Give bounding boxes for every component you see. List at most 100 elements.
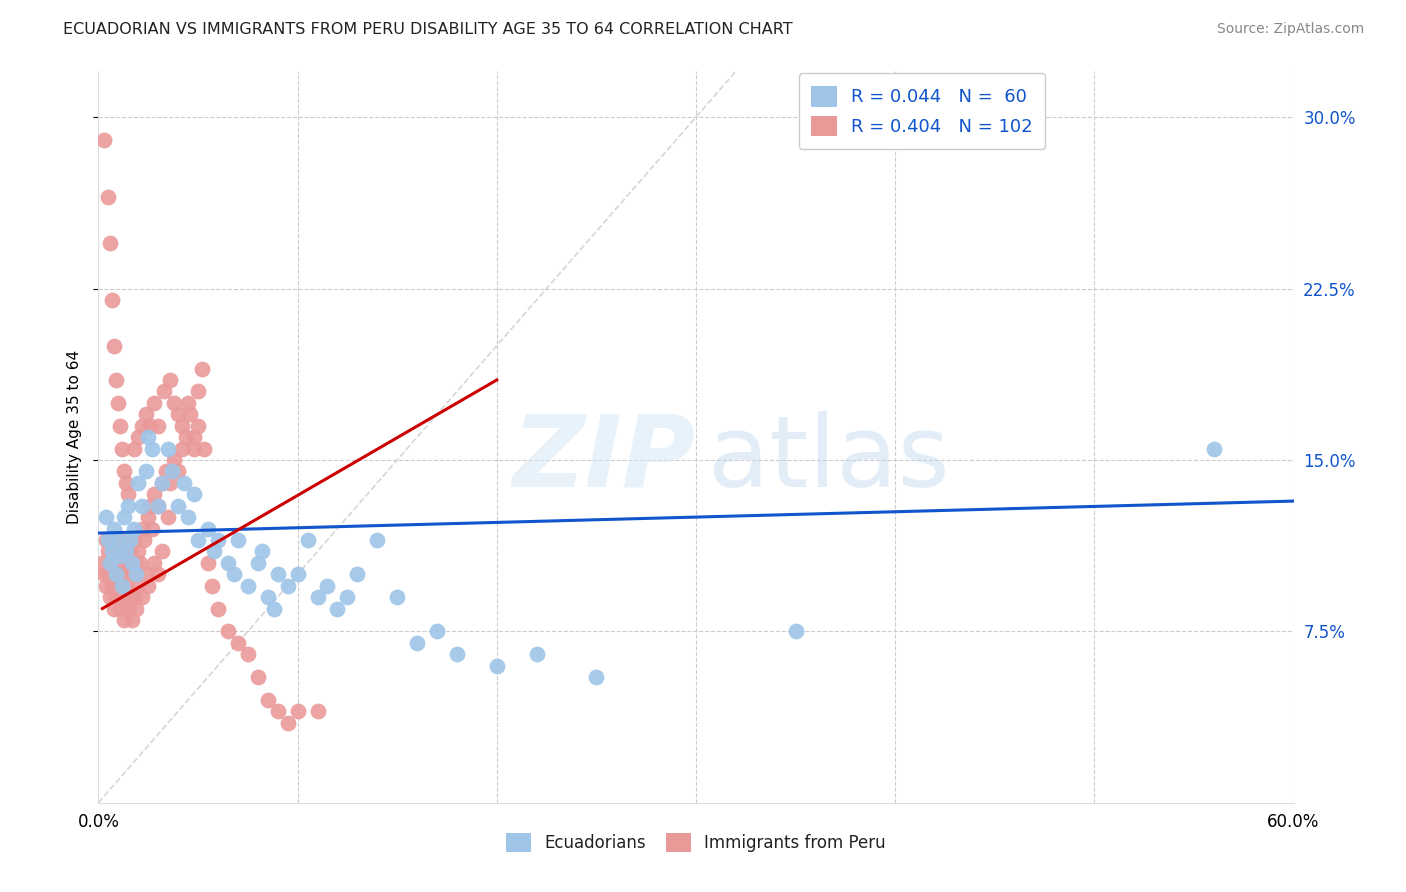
Point	[157, 510, 180, 524]
Point	[117, 499, 139, 513]
Point	[139, 499, 162, 513]
Point	[222, 567, 245, 582]
Point	[125, 601, 148, 615]
Point	[148, 499, 170, 513]
Point	[120, 533, 142, 547]
Point	[103, 601, 125, 615]
Point	[148, 567, 170, 582]
Point	[256, 590, 278, 604]
Point	[526, 647, 548, 661]
Point	[446, 647, 468, 661]
Point	[193, 442, 215, 456]
Point	[307, 705, 329, 719]
Text: atlas: atlas	[709, 410, 949, 508]
Point	[346, 567, 368, 582]
Point	[256, 693, 278, 707]
Point	[150, 475, 173, 490]
Point	[117, 556, 139, 570]
Point	[172, 418, 194, 433]
Point	[316, 579, 339, 593]
Point	[183, 487, 205, 501]
Point	[121, 556, 143, 570]
Point	[96, 510, 118, 524]
Point	[127, 579, 149, 593]
Point	[287, 705, 309, 719]
Point	[96, 533, 118, 547]
Point	[91, 556, 114, 570]
Point	[103, 338, 125, 352]
Point	[117, 601, 139, 615]
Point	[107, 533, 129, 547]
Point	[150, 544, 173, 558]
Point	[135, 464, 157, 478]
Point	[120, 544, 142, 558]
Point	[135, 407, 157, 421]
Point	[120, 590, 142, 604]
Point	[98, 235, 122, 250]
Point	[226, 533, 249, 547]
Point	[97, 544, 120, 558]
Point	[127, 475, 149, 490]
Point	[136, 510, 159, 524]
Point	[163, 453, 186, 467]
Point	[485, 658, 508, 673]
Point	[197, 556, 219, 570]
Point	[207, 533, 229, 547]
Text: ECUADORIAN VS IMMIGRANTS FROM PERU DISABILITY AGE 35 TO 64 CORRELATION CHART: ECUADORIAN VS IMMIGRANTS FROM PERU DISAB…	[63, 22, 793, 37]
Point	[1202, 442, 1225, 456]
Point	[127, 430, 149, 444]
Point	[366, 533, 388, 547]
Point	[141, 442, 163, 456]
Point	[129, 556, 152, 570]
Point	[110, 549, 132, 563]
Point	[250, 544, 273, 558]
Point	[107, 579, 129, 593]
Point	[115, 544, 138, 558]
Point	[97, 567, 120, 582]
Point	[97, 533, 120, 547]
Point	[153, 384, 176, 399]
Point	[585, 670, 607, 684]
Point	[143, 487, 166, 501]
Point	[159, 373, 181, 387]
Point	[98, 556, 122, 570]
Point	[246, 556, 269, 570]
Point	[217, 556, 239, 570]
Y-axis label: Disability Age 35 to 64: Disability Age 35 to 64	[67, 350, 83, 524]
Point	[174, 430, 197, 444]
Point	[167, 499, 190, 513]
Point	[287, 567, 309, 582]
Point	[131, 499, 153, 513]
Point	[124, 442, 146, 456]
Point	[93, 567, 115, 582]
Point	[97, 190, 120, 204]
Point	[124, 533, 146, 547]
Point	[179, 407, 201, 421]
Point	[121, 613, 143, 627]
Legend: Ecuadorians, Immigrants from Peru: Ecuadorians, Immigrants from Peru	[498, 824, 894, 860]
Point	[148, 418, 170, 433]
Point	[187, 533, 209, 547]
Point	[167, 407, 190, 421]
Point	[131, 590, 153, 604]
Point	[105, 373, 128, 387]
Point	[115, 544, 138, 558]
Point	[150, 475, 173, 490]
Point	[110, 533, 132, 547]
Point	[191, 361, 214, 376]
Point	[246, 670, 269, 684]
Point	[406, 636, 429, 650]
Point	[131, 418, 153, 433]
Point	[125, 556, 148, 570]
Point	[115, 579, 138, 593]
Point	[277, 579, 299, 593]
Point	[217, 624, 239, 639]
Point	[101, 293, 124, 307]
Point	[107, 396, 129, 410]
Point	[136, 579, 159, 593]
Point	[173, 475, 195, 490]
Point	[143, 396, 166, 410]
Point	[141, 521, 163, 535]
Point	[177, 510, 200, 524]
Point	[131, 521, 153, 535]
